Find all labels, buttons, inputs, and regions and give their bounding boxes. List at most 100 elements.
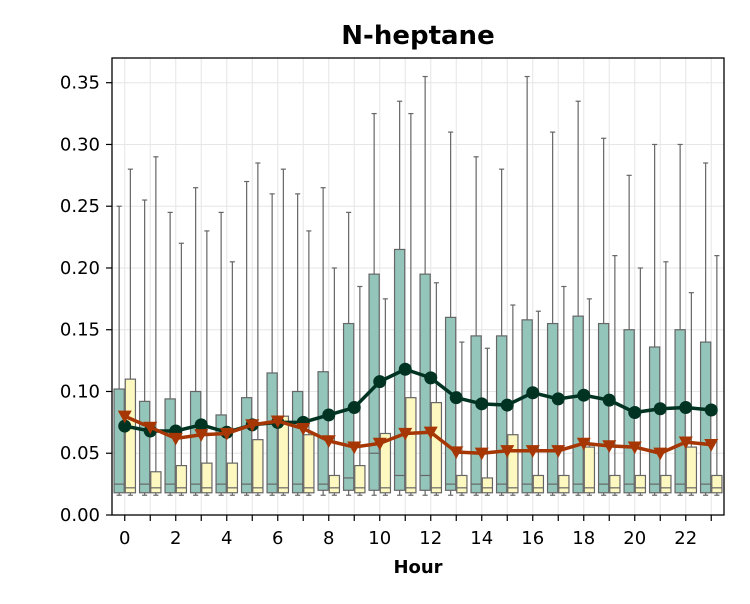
box-group-series-2: [175, 242, 188, 496]
triangle-marker: [168, 432, 183, 446]
circle-marker: [577, 388, 591, 402]
box-group-series-2: [507, 304, 519, 496]
box-group-series-2: [634, 267, 647, 496]
box-group-series-1: [444, 131, 457, 496]
box-group-series-1: [342, 211, 355, 496]
triangle-marker: [704, 438, 719, 452]
box-iqr: [175, 464, 188, 494]
circle-marker: [551, 392, 565, 406]
box-iqr: [660, 474, 672, 494]
box-iqr: [572, 315, 584, 494]
triangle-marker: [627, 441, 642, 455]
x-tick-label: 16: [521, 528, 544, 549]
box-group-series-2: [481, 347, 494, 496]
circle-marker: [704, 403, 718, 417]
box-iqr: [558, 474, 570, 494]
y-tick-label: 0.10: [60, 381, 100, 402]
box-group-series-1: [240, 180, 253, 496]
box-iqr: [583, 446, 596, 494]
box-group-series-2: [685, 292, 698, 496]
chart-title: N-heptane: [341, 21, 494, 51]
y-tick-label: 0.15: [60, 320, 100, 341]
triangle-marker: [449, 446, 464, 460]
x-tick-label: 6: [272, 528, 283, 549]
box-group-series-2: [405, 112, 417, 496]
plot-frame: [111, 57, 725, 516]
box-iqr: [215, 414, 227, 494]
y-tick-label: 0.20: [60, 258, 100, 279]
triangle-marker: [653, 447, 668, 461]
x-tick-label: 0: [119, 528, 130, 549]
box-iqr: [226, 462, 239, 494]
box-group-series-1: [164, 211, 176, 496]
box-iqr: [546, 322, 559, 494]
box-group-series-1: [597, 137, 610, 496]
x-tick-label: 10: [368, 528, 391, 549]
box-group-series-1: [138, 199, 151, 496]
triangle-marker: [117, 410, 132, 424]
box-group-series-2: [711, 255, 723, 496]
box-iqr: [303, 434, 315, 494]
box-group-series-1: [546, 131, 559, 496]
triangle-marker: [474, 447, 489, 461]
box-iqr: [328, 474, 341, 494]
y-tick-label: 0.00: [60, 505, 100, 526]
x-tick-label: 8: [323, 528, 334, 549]
box-group-series-1: [495, 168, 508, 496]
circle-marker: [653, 402, 667, 416]
circle-marker: [118, 419, 132, 433]
triangle-marker: [551, 445, 566, 458]
box-iqr: [430, 402, 443, 494]
box-group-series-2: [226, 261, 239, 496]
box-group-series-1: [113, 205, 125, 496]
triangle-marker: [219, 427, 234, 441]
box-group-series-1: [648, 143, 661, 496]
box-iqr: [164, 398, 176, 494]
box-group-series-2: [328, 267, 341, 496]
triangle-marker: [270, 415, 285, 429]
box-iqr: [240, 397, 253, 494]
box-iqr: [291, 390, 304, 494]
box-iqr: [495, 335, 508, 494]
triangle-marker: [194, 429, 209, 442]
box-iqr: [609, 474, 621, 494]
circle-marker: [449, 391, 463, 405]
box-group-series-2: [532, 310, 545, 496]
mean-line-series-1: [124, 367, 712, 434]
box-iqr: [405, 397, 417, 494]
line-series-layer: [117, 362, 719, 461]
box-group-series-2: [124, 168, 137, 496]
triangle-marker: [525, 445, 540, 458]
box-iqr: [532, 474, 545, 494]
box-group-series-2: [379, 298, 392, 496]
box-iqr: [113, 388, 125, 494]
box-iqr: [521, 319, 533, 494]
triangle-marker: [576, 437, 591, 451]
triangle-marker: [500, 445, 515, 458]
box-iqr: [252, 439, 264, 494]
x-tick-label: 14: [470, 528, 493, 549]
y-tick-label: 0.25: [60, 196, 100, 217]
box-iqr: [201, 462, 213, 494]
x-tick-label: 2: [170, 528, 181, 549]
triangle-marker: [678, 436, 693, 450]
triangle-marker: [398, 427, 413, 441]
x-tick-label: 22: [674, 528, 697, 549]
circle-marker: [424, 371, 438, 385]
mean-line-series-2: [124, 414, 712, 455]
box-iqr: [456, 474, 468, 494]
box-group-series-1: [699, 162, 712, 496]
box-group-series-2: [583, 298, 596, 496]
box-group-series-1: [572, 100, 584, 496]
box-group-series-2: [558, 285, 570, 496]
box-iqr: [470, 335, 482, 494]
box-group-series-1: [189, 187, 202, 496]
box-iqr: [481, 477, 494, 494]
triangle-marker: [296, 422, 311, 436]
box-iqr: [699, 341, 712, 494]
box-group-series-2: [252, 162, 264, 496]
box-iqr: [189, 390, 202, 494]
box-iqr: [266, 372, 278, 494]
